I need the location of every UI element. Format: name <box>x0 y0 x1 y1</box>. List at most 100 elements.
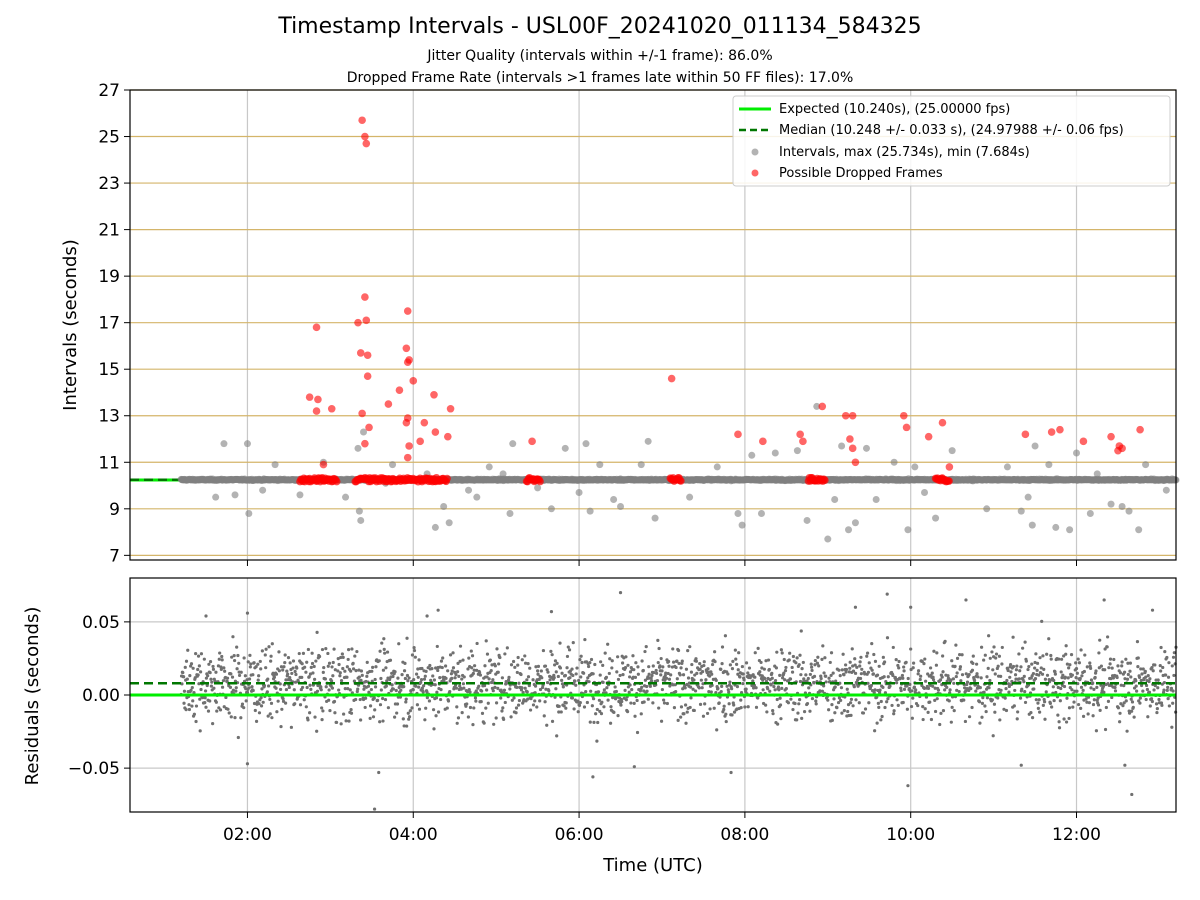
residual-point <box>536 664 541 668</box>
residual-point <box>203 689 208 693</box>
residual-point <box>579 675 583 679</box>
residual-point <box>319 685 323 689</box>
residual-point <box>243 674 247 678</box>
residual-point <box>269 659 273 663</box>
residual-point <box>979 645 984 649</box>
residual-point <box>337 688 341 692</box>
residual-point <box>848 660 852 664</box>
residual-point <box>425 614 429 618</box>
residual-point <box>237 661 241 665</box>
residual-point <box>1171 655 1176 659</box>
residual-point <box>964 672 968 676</box>
residual-point <box>573 679 577 683</box>
residual-point <box>933 698 937 702</box>
residual-point <box>991 668 995 672</box>
residual-point <box>775 650 779 654</box>
residual-point <box>1156 686 1160 690</box>
residual-point <box>962 698 966 702</box>
residual-point <box>326 664 330 668</box>
residual-point <box>1015 717 1019 721</box>
residual-point <box>951 677 955 681</box>
residual-point <box>914 688 918 692</box>
residual-point <box>798 698 802 702</box>
residual-point <box>1096 703 1101 707</box>
residual-point <box>248 653 252 657</box>
residual-point <box>813 663 817 667</box>
residual-point <box>197 682 201 686</box>
dropped-frame-point <box>1079 437 1088 446</box>
residual-point <box>958 667 962 671</box>
residual-point <box>474 689 478 693</box>
residual-point <box>842 673 846 677</box>
residual-point <box>1022 674 1026 678</box>
interval-point <box>431 523 439 531</box>
residual-point <box>514 711 518 715</box>
residual-point <box>327 661 332 665</box>
residual-point <box>676 648 681 653</box>
residual-point <box>295 666 299 670</box>
residual-point <box>307 675 311 679</box>
residual-point <box>402 669 407 673</box>
residual-point <box>1157 697 1161 702</box>
residual-point <box>630 687 634 692</box>
residual-point <box>802 677 806 681</box>
residual-point <box>475 641 479 646</box>
residual-point <box>853 605 858 609</box>
residual-point <box>203 701 207 705</box>
dropped-frame-point <box>395 386 404 394</box>
residual-point <box>339 655 343 660</box>
chart-title: Timestamp Intervals - USL00F_20241020_01… <box>278 14 922 39</box>
residual-point <box>219 667 223 671</box>
residual-point <box>737 651 741 655</box>
residual-point <box>283 701 288 705</box>
residual-point <box>908 682 912 686</box>
residual-point <box>305 660 309 664</box>
residual-point <box>1007 684 1011 689</box>
residual-point <box>462 675 466 679</box>
residual-point <box>958 665 963 669</box>
residual-point <box>552 676 556 680</box>
residual-point <box>616 714 620 718</box>
residual-point <box>1115 675 1119 680</box>
residual-point <box>860 667 864 671</box>
residual-point <box>650 673 654 678</box>
residual-point <box>780 651 784 655</box>
residual-point <box>824 674 828 678</box>
residual-point <box>1140 672 1144 676</box>
residual-point <box>269 701 274 705</box>
residual-point <box>1130 709 1134 713</box>
residual-point <box>840 711 844 715</box>
legend: Expected (10.240s), (25.00000 fps) Media… <box>732 95 1171 187</box>
residual-point <box>805 679 809 683</box>
residual-point <box>674 690 678 694</box>
residual-point <box>1022 680 1026 684</box>
residual-point <box>857 701 861 705</box>
residual-point <box>351 667 356 671</box>
residual-point <box>315 630 319 635</box>
residual-point <box>715 728 719 732</box>
residual-point <box>597 698 601 702</box>
residual-point <box>1079 648 1083 652</box>
residual-point <box>1124 657 1128 661</box>
residual-point <box>566 645 570 649</box>
interval-point <box>360 428 368 436</box>
residual-point <box>359 669 364 673</box>
residual-point <box>1026 667 1030 672</box>
residual-point <box>368 704 373 708</box>
residual-point <box>651 664 655 668</box>
residual-point <box>1149 697 1154 701</box>
residual-point <box>235 645 239 649</box>
residual-point <box>206 674 210 678</box>
residual-point <box>819 674 823 678</box>
residual-point <box>1074 675 1078 680</box>
residual-point <box>513 665 517 669</box>
dropped-frame-point <box>848 444 857 453</box>
residual-point <box>283 653 287 657</box>
residual-point <box>501 706 505 710</box>
residual-point <box>582 705 587 709</box>
residual-point <box>380 641 384 645</box>
residual-point <box>571 641 575 645</box>
residual-point <box>984 709 988 714</box>
residual-point <box>535 705 539 709</box>
residual-point <box>919 674 923 678</box>
